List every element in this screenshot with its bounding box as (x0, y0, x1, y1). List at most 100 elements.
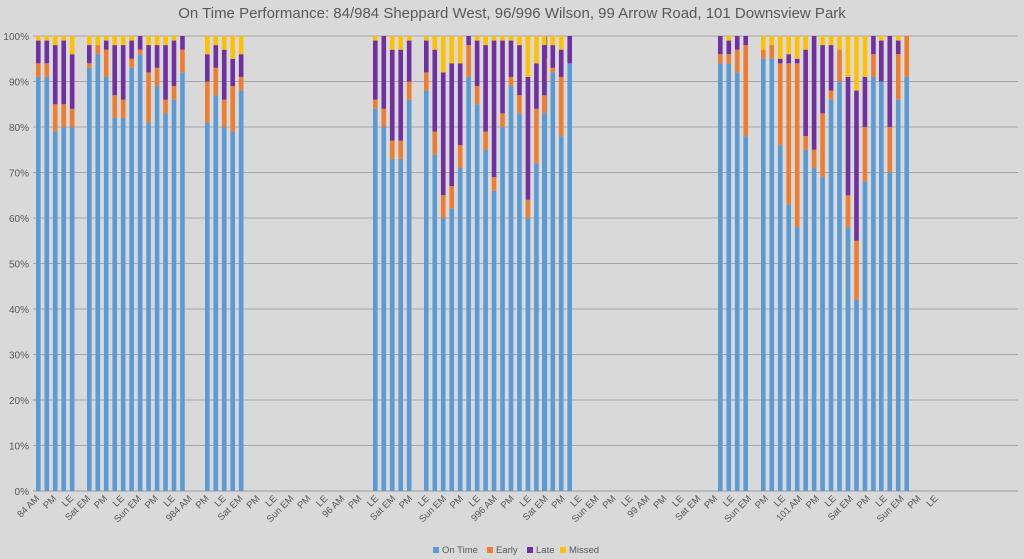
bar-segment-on-time (87, 67, 92, 491)
bar-segment-late (112, 45, 118, 96)
bar-segment-on-time (837, 81, 842, 491)
bar-segment-on-time (69, 127, 75, 491)
bar-segment-missed (491, 36, 497, 41)
bar-segment-late (457, 63, 463, 146)
x-tick-label: PM (804, 493, 822, 511)
bar-segment-late (508, 40, 514, 77)
bar-segment-late (137, 36, 143, 50)
bar-segment-early (483, 131, 488, 150)
x-tick-label: PM (245, 493, 263, 511)
bar-segment-late (786, 54, 792, 64)
bar-segment-late (238, 54, 244, 77)
bar-segment-early (120, 99, 126, 118)
bar-segment-on-time (904, 76, 910, 491)
bar-segment-on-time (154, 86, 160, 492)
bar-segment-early (895, 54, 901, 100)
bar-segment-early (103, 49, 109, 77)
bar-segment-missed (406, 36, 412, 41)
bar-segment-late (743, 36, 749, 46)
legend-label: Missed (569, 545, 599, 556)
bar-segment-missed (69, 36, 75, 55)
bar-segment-early (837, 49, 842, 82)
bars (36, 36, 910, 492)
bar-segment-late (726, 40, 732, 55)
legend-label: Late (536, 545, 555, 556)
bar-segment-late (777, 58, 783, 64)
legend-label: On Time (442, 545, 478, 556)
bar-segment-on-time (508, 86, 514, 492)
legend-swatch (560, 547, 566, 553)
bar-segment-missed (483, 36, 488, 46)
bar-segment-early (163, 99, 168, 114)
bar-segment-missed (845, 36, 851, 77)
bar-segment-early (550, 67, 556, 73)
bar-segment-early (794, 63, 800, 228)
bar-segment-late (803, 49, 808, 137)
bar-segment-on-time (862, 181, 868, 491)
bar-segment-missed (449, 36, 455, 64)
bar-segment-missed (879, 36, 884, 41)
bar-segment-missed (432, 36, 438, 50)
bar-segment-on-time (112, 117, 118, 492)
bar-segment-late (525, 76, 531, 200)
bar-segment-late (373, 40, 378, 100)
bar-segment-on-time (221, 127, 227, 491)
bar-segment-early (137, 49, 143, 55)
bar-segment-late (550, 45, 556, 68)
bar-segment-early (213, 67, 219, 96)
bar-segment-on-time (483, 149, 488, 491)
bar-segment-early (424, 72, 429, 91)
bar-segment-early (534, 108, 539, 164)
bar-segment-missed (534, 36, 539, 64)
bar-segment-on-time (820, 177, 825, 492)
bar-segment-early (381, 108, 387, 127)
bar-segment-on-time (517, 113, 522, 491)
bar-segment-late (163, 45, 168, 100)
bar-segment-missed (424, 36, 429, 41)
bar-segment-on-time (398, 158, 404, 491)
x-tick-label: PM (194, 493, 212, 511)
bar-segment-on-time (803, 149, 808, 491)
bar-segment-missed (786, 36, 792, 55)
bar-segment-on-time (811, 167, 817, 491)
bar-segment-late (567, 36, 573, 64)
bar-segment-late (558, 49, 564, 77)
bar-segment-missed (389, 36, 395, 50)
bar-segment-early (871, 54, 876, 77)
bar-segment-late (491, 40, 497, 178)
bar-segment-early (558, 76, 564, 137)
bar-segment-missed (440, 36, 446, 73)
bar-segment-early (95, 45, 101, 55)
bar-segment-missed (230, 36, 236, 59)
bar-segment-on-time (534, 163, 539, 491)
bar-segment-early (474, 86, 480, 105)
bar-segment-missed (171, 36, 177, 41)
bar-segment-on-time (238, 90, 244, 491)
bar-segment-early (743, 45, 749, 137)
bar-segment-missed (517, 36, 522, 46)
bar-segment-on-time (542, 113, 547, 491)
bar-segment-on-time (845, 227, 851, 491)
bar-segment-on-time (718, 63, 723, 492)
legend-swatch (433, 547, 439, 553)
bar-segment-early (440, 195, 446, 218)
bar-segment-on-time (871, 76, 876, 491)
bar-segment-missed (129, 36, 134, 41)
x-tick-label: PM (906, 493, 924, 511)
bar-segment-missed (44, 36, 50, 41)
bar-segment-early (887, 127, 893, 173)
bar-segment-missed (558, 36, 564, 50)
bar-segment-missed (154, 36, 160, 46)
bar-segment-missed (87, 36, 92, 46)
bar-segment-late (440, 72, 446, 196)
bar-segment-early (171, 86, 177, 100)
bar-segment-late (483, 45, 488, 132)
bar-segment-late (69, 54, 75, 109)
chart-title: On Time Performance: 84/984 Sheppard Wes… (178, 5, 846, 22)
legend: On Time Early Late Missed (433, 545, 599, 556)
bar-segment-on-time (500, 127, 505, 491)
bar-segment-missed (221, 36, 227, 50)
bar-segment-late (845, 76, 851, 196)
bar-segment-late (432, 49, 438, 132)
